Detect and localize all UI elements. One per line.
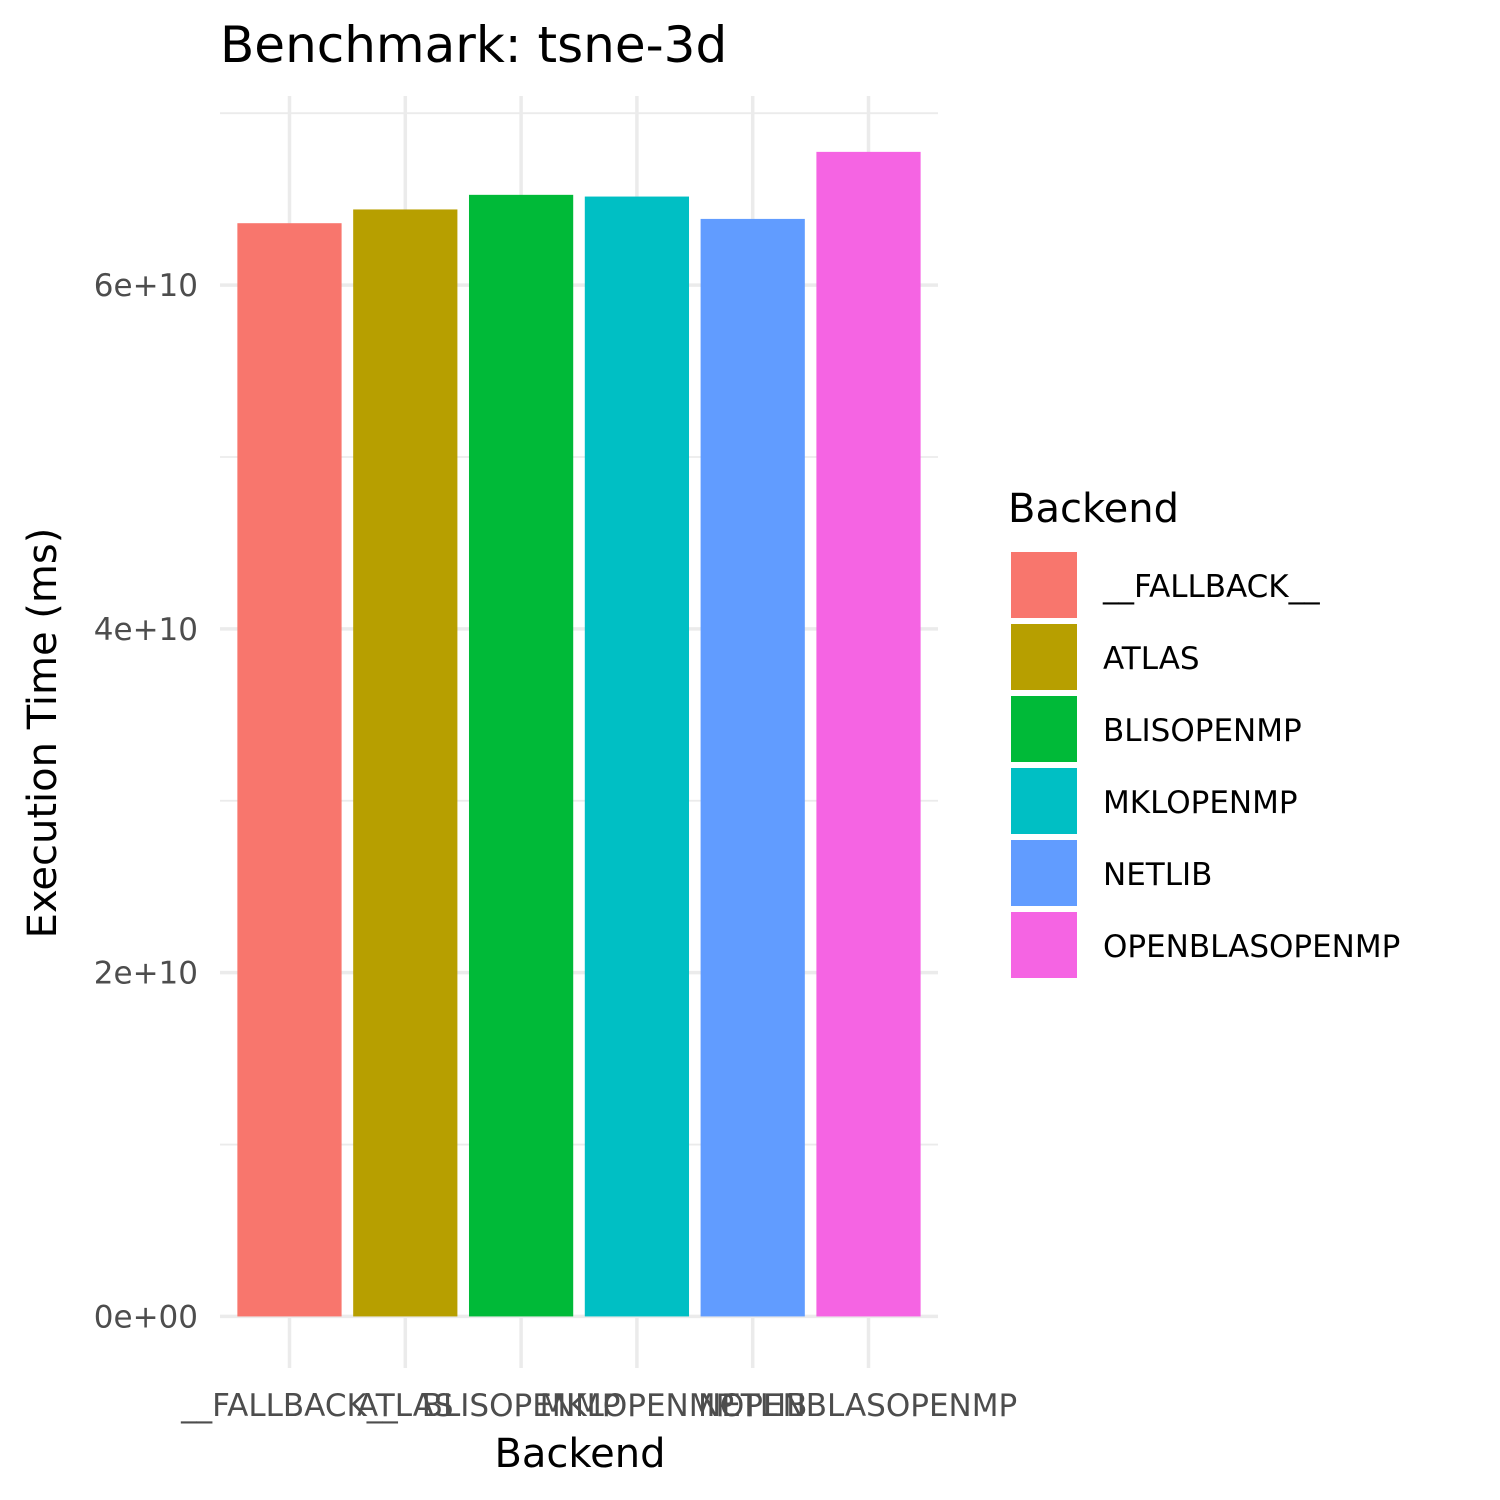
bar-blisopenmp [468, 194, 574, 1317]
legend-swatch [1011, 696, 1077, 762]
legend-label: BLISOPENMP [1103, 713, 1302, 749]
legend: Backend __FALLBACK__ ATLAS BLISOPENMP MKLOP… [1008, 486, 1400, 978]
x-tick-label: BLISOPENMP [422, 1388, 621, 1424]
x-axis-title: Backend [494, 1431, 665, 1477]
legend-swatch [1011, 552, 1077, 618]
legend-label: ATLAS [1103, 641, 1200, 677]
bar-mklopenmp [584, 196, 690, 1317]
x-tick-label: __FALLBACK__ [180, 1388, 398, 1424]
y-tick-label: 2e+10 [94, 956, 198, 992]
x-axis-ticks: __FALLBACK__ATLASBLISOPENMPMKLOPENMPNETL… [180, 1388, 1017, 1424]
chart-title: Benchmark: tsne-3d [220, 16, 727, 74]
legend-swatch [1011, 840, 1077, 906]
legend-title: Backend [1008, 486, 1179, 532]
legend-label: MKLOPENMP [1103, 785, 1298, 821]
y-tick-label: 4e+10 [94, 612, 198, 648]
legend-label: __FALLBACK__ [1102, 569, 1320, 605]
bar-openblasopenmp [816, 151, 921, 1317]
y-axis-ticks: 0e+00 2e+10 4e+10 6e+10 [94, 268, 198, 1335]
legend-swatch [1011, 912, 1077, 978]
x-tick-label: OPENBLASOPENMP [720, 1388, 1017, 1424]
legend-swatch [1011, 624, 1077, 690]
y-axis-title: Execution Time (ms) [20, 528, 66, 939]
legend-label: OPENBLASOPENMP [1103, 929, 1400, 965]
x-tick-label: MKLOPENMP [540, 1388, 735, 1424]
bar-atlas [353, 209, 458, 1317]
x-tick-label: NETLIB [698, 1388, 807, 1424]
y-tick-label: 6e+10 [94, 268, 198, 304]
bar-netlib [700, 218, 805, 1317]
legend-swatch [1011, 768, 1077, 834]
bars [237, 151, 921, 1317]
x-tick-label: ATLAS [357, 1388, 454, 1424]
y-tick-label: 0e+00 [94, 1299, 198, 1335]
bar-fallback [237, 223, 342, 1317]
legend-label: NETLIB [1103, 857, 1212, 893]
